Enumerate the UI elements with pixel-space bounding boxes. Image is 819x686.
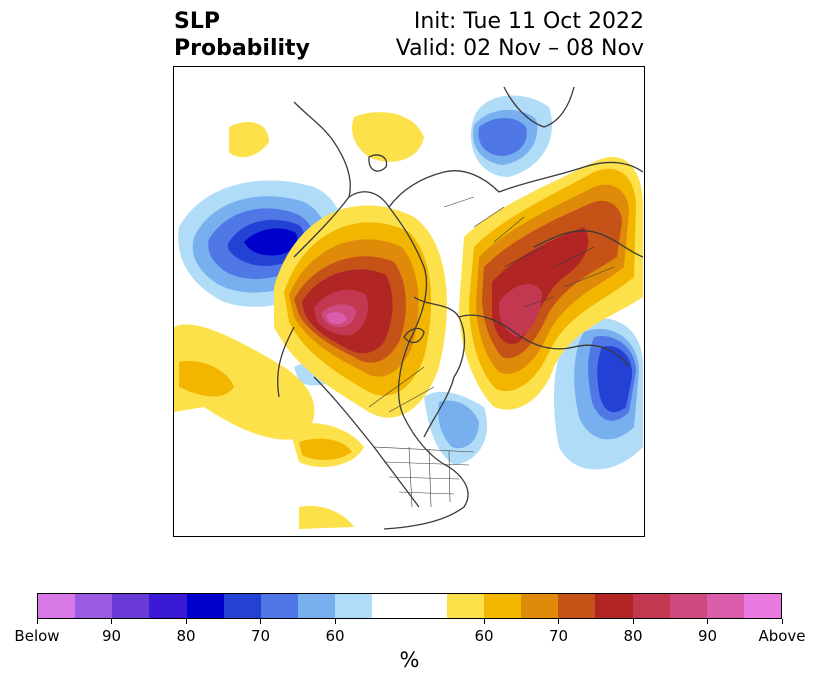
colorbar-tick-label: Below [14,627,60,645]
colorbar-segment [706,594,744,618]
colorbar-segment [483,594,522,618]
colorbar-tick-mark [185,619,187,624]
colorbar-segment [632,594,670,618]
colorbar-tick-label: 70 [250,627,271,645]
coastlines [277,86,643,530]
colorbar-segment [558,594,596,618]
colorbar-tick-mark [707,619,708,624]
valid-range: Valid: 02 Nov – 08 Nov [395,36,644,61]
colorbar-segment [743,594,782,618]
colorbar-segment [260,594,299,618]
colorbar-tick-mark [558,619,559,624]
colorbar-segment [38,594,76,618]
map-canvas [174,86,643,530]
colorbar-segment [75,594,113,618]
colorbar-tick-label: 60 [474,627,494,645]
colorbar [37,593,782,619]
colorbar-segment [521,594,559,618]
colorbar-tick-label: 60 [325,627,345,645]
colorbar-segment [409,594,447,618]
colorbar-tick-label: 70 [548,627,569,645]
political-borders [368,196,615,508]
colorbar-segment [223,594,261,618]
colorbar-tick-mark [781,619,783,624]
colorbar-tick-mark [36,619,38,624]
colorbar-unit: % [399,648,420,672]
colorbar-tick-mark [632,619,634,624]
init-date: Init: Tue 11 Oct 2022 [413,9,644,34]
title-variable: SLP [174,9,220,34]
colorbar-tick-mark [111,619,112,624]
colorbar-segment [595,594,633,618]
above-normal-regions [174,112,643,529]
title-type: Probability [174,36,310,61]
colorbar-segment [372,594,410,618]
colorbar-tick-label: 80 [623,627,643,645]
colorbar-segment [335,594,373,618]
colorbar-segment [112,594,150,618]
colorbar-tick-label: 80 [176,627,196,645]
colorbar-segment [298,594,336,618]
colorbar-tick-mark [483,619,485,624]
colorbar-segment [669,594,707,618]
colorbar-segment [446,594,484,618]
map-title: SLP Probability [174,8,310,62]
colorbar-tick-label: Above [758,627,806,645]
colorbar-tick-mark [260,619,261,624]
map-dates: Init: Tue 11 Oct 2022 Valid: 02 Nov – 08… [396,8,644,62]
probability-map [173,66,645,537]
colorbar-segment [149,594,187,618]
colorbar-tick-mark [334,619,336,624]
colorbar-tick-label: 90 [101,627,122,645]
colorbar-segment [186,594,224,618]
colorbar-tick-label: 90 [697,627,718,645]
